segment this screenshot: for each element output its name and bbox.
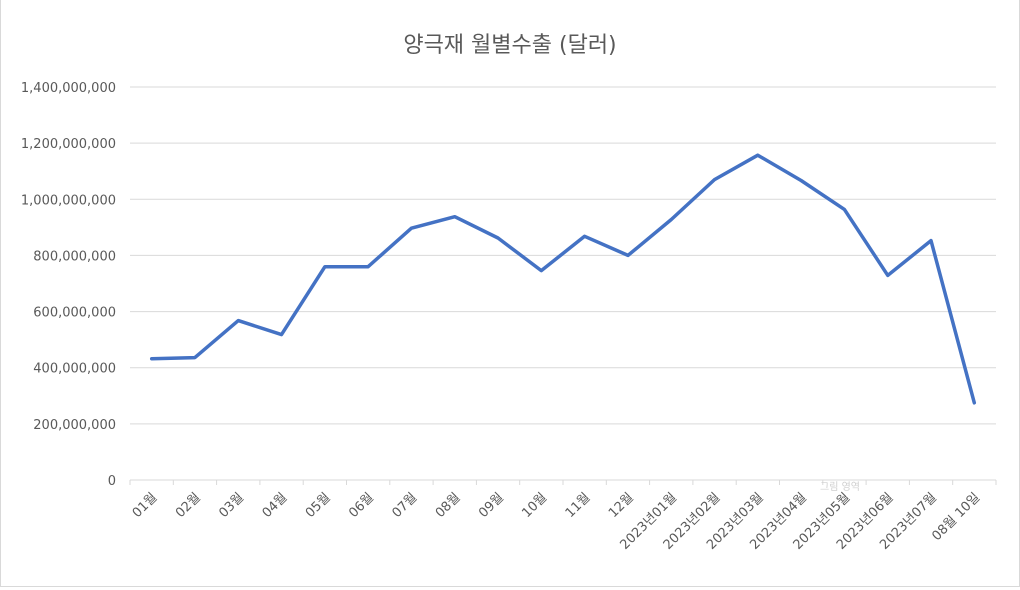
x-tick-label: 11월 xyxy=(563,490,594,521)
gridlines xyxy=(129,86,997,485)
data-point[interactable] xyxy=(968,397,980,409)
x-tick-label: 01월 xyxy=(130,490,161,521)
x-tick-label: 06월 xyxy=(346,490,377,521)
x-tick-label: 02월 xyxy=(173,490,204,521)
y-tick-label: 800,000,000 xyxy=(33,249,116,264)
y-tick-label: 400,000,000 xyxy=(33,362,116,377)
data-point[interactable] xyxy=(665,213,677,225)
data-point[interactable] xyxy=(492,232,504,244)
data-point[interactable] xyxy=(622,249,634,261)
x-tick-label: 05월 xyxy=(303,490,334,521)
data-point[interactable] xyxy=(795,174,807,186)
data-point[interactable] xyxy=(449,211,461,223)
x-tick-label: 03월 xyxy=(216,490,247,521)
sheet-bottom-edge xyxy=(0,586,1020,590)
data-point[interactable] xyxy=(535,265,547,277)
x-tick-label: 08월 10일 xyxy=(929,490,983,544)
data-point[interactable] xyxy=(752,149,764,161)
x-tick-label: 09월 xyxy=(476,490,507,521)
y-tick-label: 600,000,000 xyxy=(33,306,116,321)
data-point[interactable] xyxy=(405,222,417,234)
data-point[interactable] xyxy=(709,174,721,186)
series-layer xyxy=(146,149,980,409)
y-tick-label: 0 xyxy=(108,474,116,489)
data-point[interactable] xyxy=(146,353,158,365)
y-tick-label: 1,400,000,000 xyxy=(21,81,116,96)
x-tick-label: 07월 xyxy=(390,490,421,521)
data-point[interactable] xyxy=(232,315,244,327)
x-tick-label: 10월 xyxy=(519,490,550,521)
y-tick-label: 1,000,000,000 xyxy=(21,193,116,208)
x-tick-label: 04월 xyxy=(260,490,291,521)
y-tick-label: 200,000,000 xyxy=(33,418,116,433)
data-point[interactable] xyxy=(925,235,937,247)
data-point[interactable] xyxy=(362,261,374,273)
y-axis-tick-labels: 0 200,000,000 400,000,000 600,000,000 800,00… xyxy=(21,81,116,489)
data-point[interactable] xyxy=(579,230,591,242)
data-point[interactable] xyxy=(189,352,201,364)
data-point[interactable] xyxy=(319,261,331,273)
series-line-0[interactable] xyxy=(149,153,977,405)
data-point[interactable] xyxy=(276,329,288,341)
plot-area-tooltip: 그림 영역 xyxy=(820,481,860,493)
x-axis-tick-labels: 01월 02월 03월 04월 05월 06월 07월 08월 09월 10월 11월 12월2023… xyxy=(130,490,983,553)
data-point[interactable] xyxy=(882,269,894,281)
chart-title: 양극재 월별수출 (달러) xyxy=(403,33,616,58)
x-tick-label: 12월 xyxy=(606,490,637,521)
y-tick-label: 1,200,000,000 xyxy=(21,137,116,152)
data-point[interactable] xyxy=(838,203,850,215)
x-tick-label: 08월 xyxy=(433,490,464,521)
